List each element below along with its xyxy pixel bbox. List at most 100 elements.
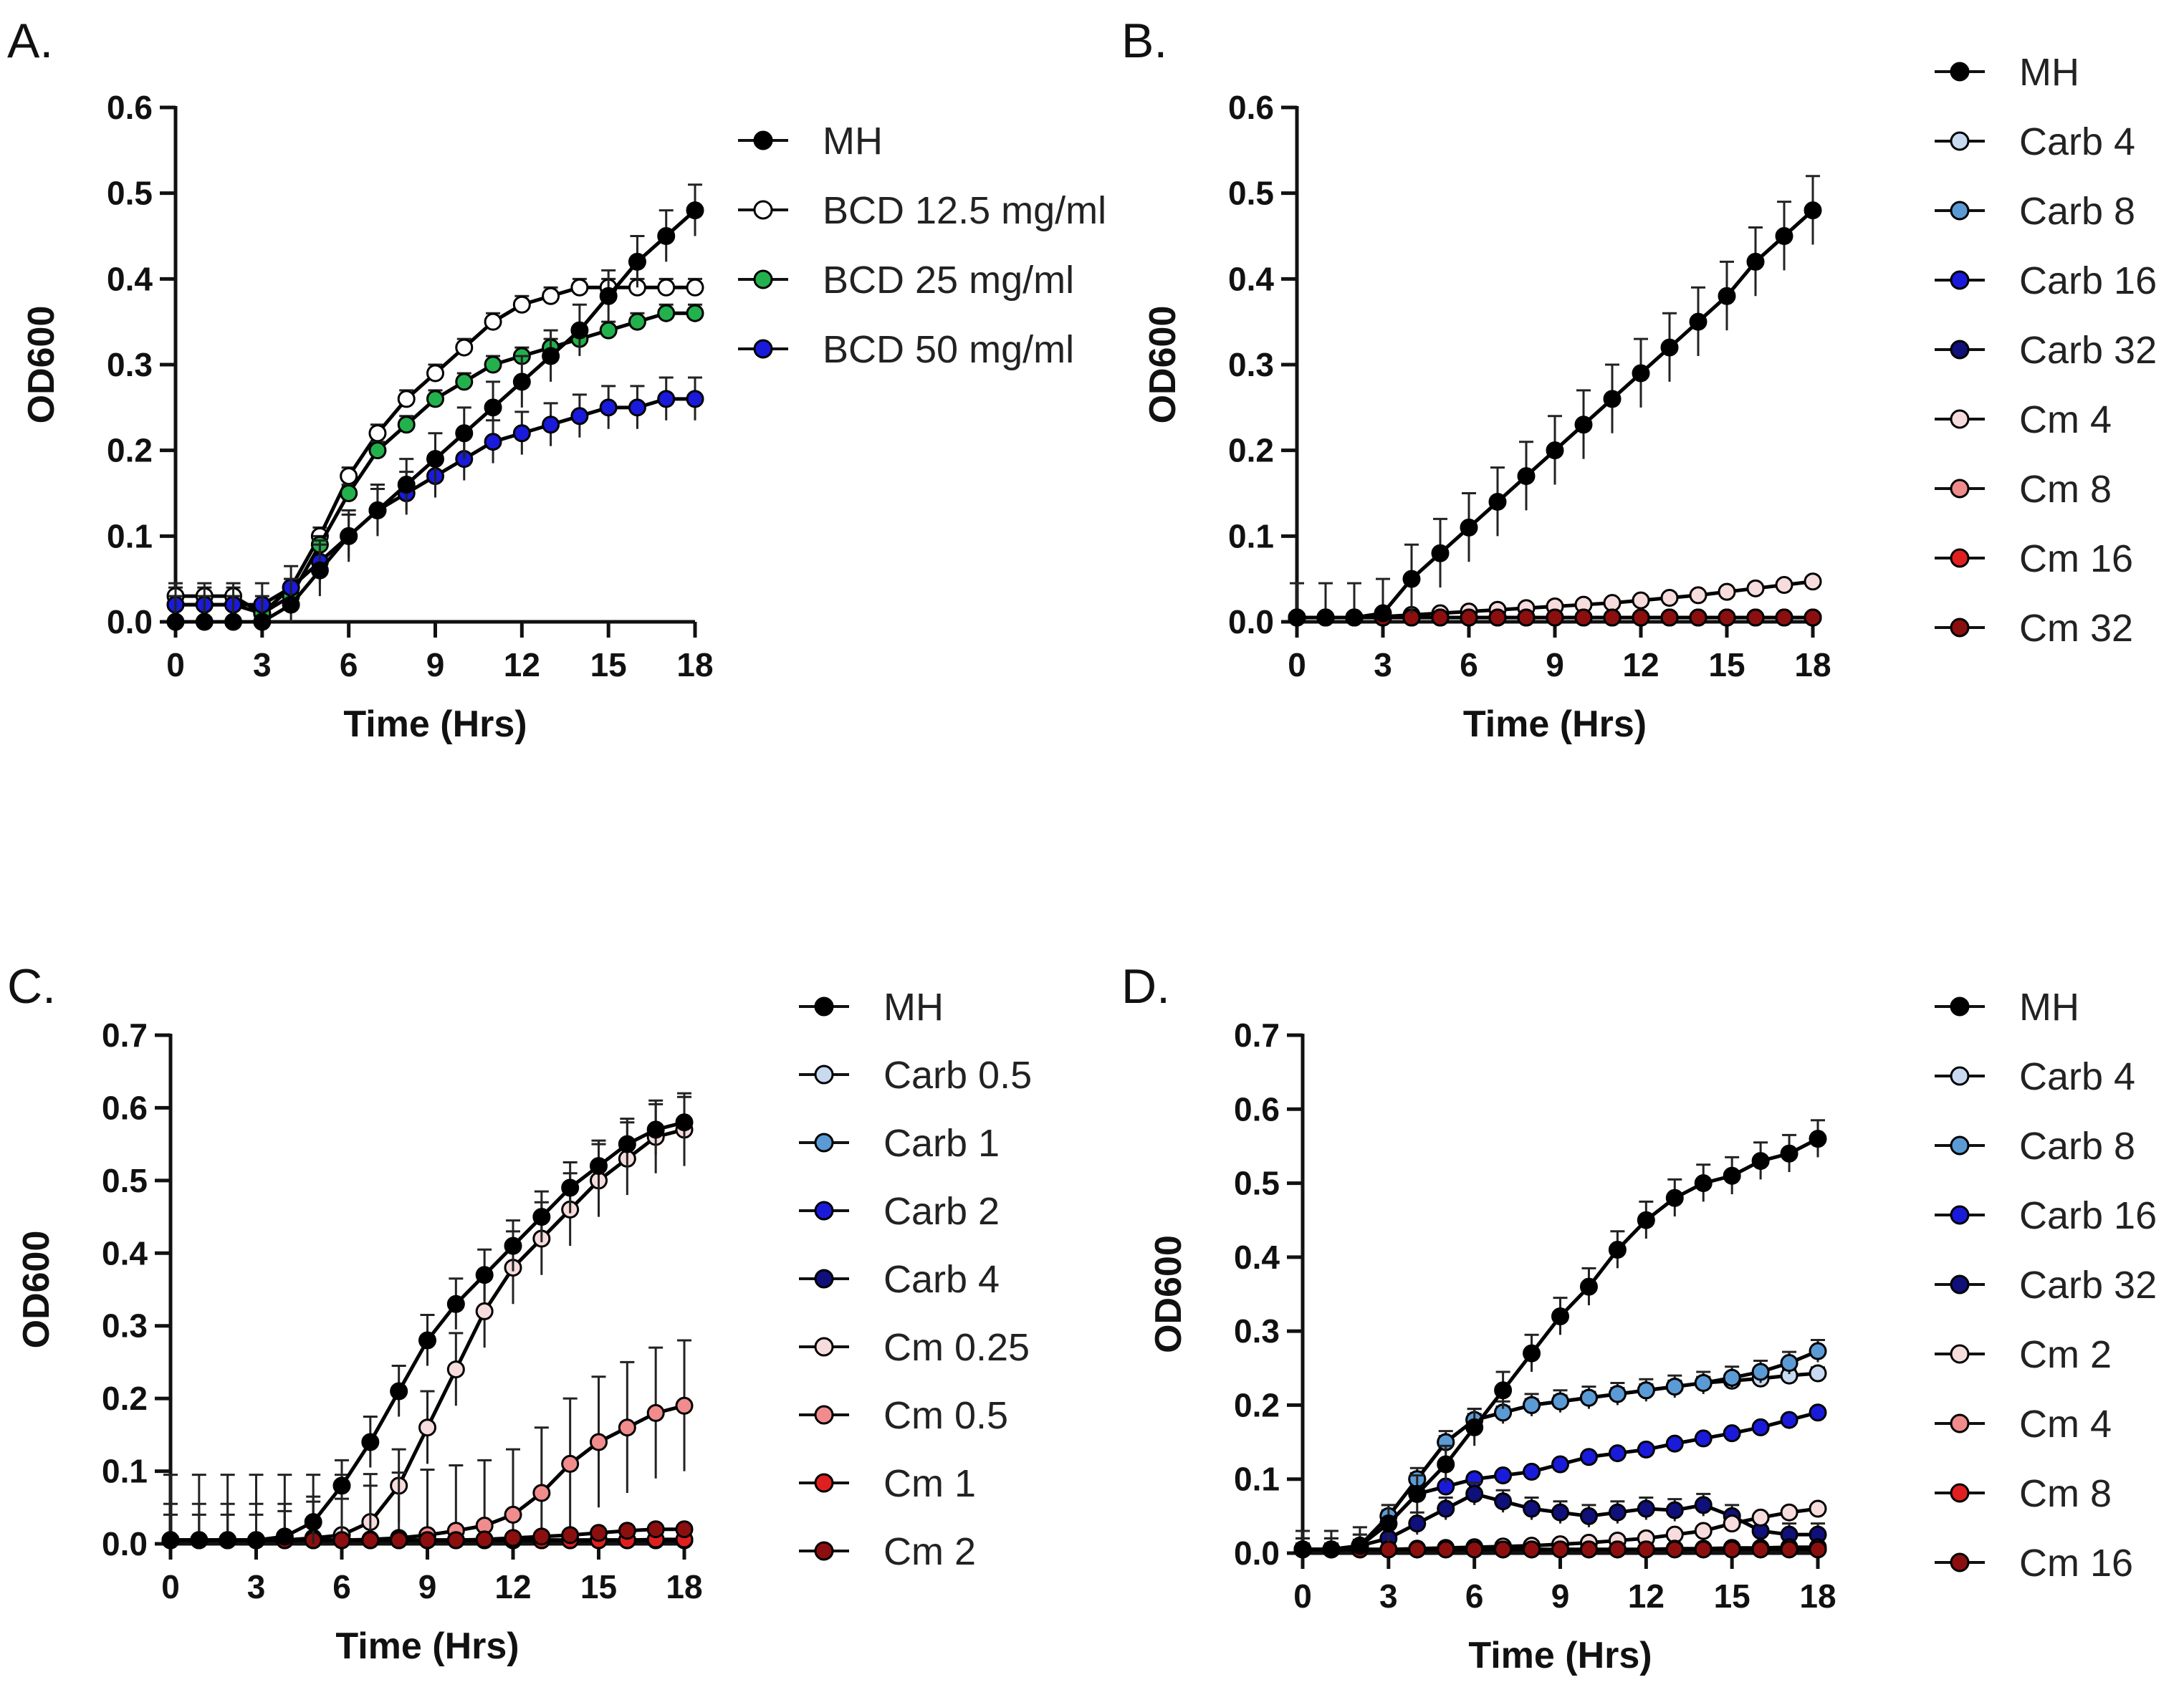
panel-a: A. 0.0 0.1 0.2 0.3 0.4 0.5 0.6 0 3 6 9 12 15 18 Time (H… xyxy=(7,14,1106,745)
x-tick-label: 12 xyxy=(1628,1577,1665,1615)
x-tick-label: 0 xyxy=(1293,1577,1312,1615)
series-mh xyxy=(166,183,704,631)
data-point xyxy=(542,287,560,305)
legend-marker xyxy=(1950,1066,1970,1086)
data-point xyxy=(247,1531,265,1550)
data-point xyxy=(1775,227,1793,245)
data-point xyxy=(1465,1418,1484,1436)
y-tick-label: 0.2 xyxy=(102,1380,148,1417)
data-point xyxy=(390,1531,408,1550)
data-point xyxy=(1379,1514,1398,1533)
data-point xyxy=(1665,1434,1684,1453)
legend-marker xyxy=(814,1065,834,1085)
data-point xyxy=(426,450,444,469)
x-tick-label: 15 xyxy=(1714,1577,1750,1615)
data-point xyxy=(1551,1455,1569,1474)
y-tick-label: 0.6 xyxy=(102,1089,148,1126)
legend-item: Cm 4 xyxy=(1935,398,2112,441)
legend-marker xyxy=(1950,618,1970,638)
x-tick-label: 6 xyxy=(1460,646,1478,683)
data-point xyxy=(390,1382,408,1401)
legend-item: Carb 4 xyxy=(799,1258,1000,1301)
y-tick-label: 0.4 xyxy=(107,260,153,297)
data-point xyxy=(1608,1540,1627,1559)
legend-item: Carb 32 xyxy=(1935,329,2157,372)
data-point xyxy=(340,527,358,545)
series-mh xyxy=(161,1095,694,1550)
data-point xyxy=(599,287,618,305)
data-point xyxy=(646,1520,665,1539)
data-point xyxy=(1809,1499,1827,1518)
data-point xyxy=(561,1454,580,1473)
data-point xyxy=(1546,608,1564,627)
data-point xyxy=(1723,1514,1741,1533)
data-point xyxy=(166,613,185,631)
y-axis-title: OD600 xyxy=(1142,306,1184,424)
y-tick-label: 0.2 xyxy=(1228,432,1274,469)
legend-item: Carb 2 xyxy=(799,1190,1000,1233)
y-axis-title: OD600 xyxy=(1148,1235,1189,1353)
legend-label: Carb 16 xyxy=(2019,259,2157,302)
data-point xyxy=(1574,416,1593,434)
legend-label: MH xyxy=(883,986,944,1029)
y-tick-label: 0.1 xyxy=(102,1453,148,1490)
data-point xyxy=(675,1520,694,1539)
data-point xyxy=(1637,1381,1655,1400)
data-point xyxy=(1689,312,1708,331)
legend-item: Cm 16 xyxy=(1935,537,2133,580)
legend-item: Carb 16 xyxy=(1935,259,2157,302)
legend-marker xyxy=(753,339,773,359)
legend-item: Cm 16 xyxy=(1935,1542,2133,1585)
x-tick-label: 9 xyxy=(418,1568,437,1605)
legend-label: Carb 16 xyxy=(2019,1194,2157,1237)
legend-marker xyxy=(1950,479,1970,499)
legend-label: Carb 4 xyxy=(2019,1055,2135,1098)
data-point xyxy=(1465,1540,1484,1559)
data-point xyxy=(657,304,676,322)
data-point xyxy=(195,613,214,631)
y-tick-label: 0.6 xyxy=(1228,89,1274,126)
legend-item: Cm 32 xyxy=(1935,607,2133,650)
y-tick-label: 0.6 xyxy=(107,89,153,126)
data-point xyxy=(1494,1540,1513,1559)
legend-marker xyxy=(1950,1552,1970,1572)
data-point xyxy=(219,1531,237,1550)
y-tick-label: 0.1 xyxy=(1234,1461,1280,1498)
data-point xyxy=(1780,1354,1799,1373)
data-point xyxy=(570,321,589,340)
data-point xyxy=(590,1433,608,1451)
data-point xyxy=(1579,1540,1598,1559)
data-point xyxy=(1694,1496,1713,1514)
legend-label: Cm 4 xyxy=(2019,398,2112,441)
x-tick-label: 3 xyxy=(247,1568,266,1605)
data-point xyxy=(1718,608,1736,627)
x-tick-label: 15 xyxy=(1708,646,1745,683)
legend-label: BCD 25 mg/ml xyxy=(823,259,1074,302)
series-line xyxy=(176,208,696,624)
data-point xyxy=(1374,604,1392,623)
data-point xyxy=(1694,1540,1713,1559)
data-point xyxy=(628,312,646,331)
y-tick-label: 0.7 xyxy=(102,1017,148,1054)
data-point xyxy=(542,416,560,434)
data-point xyxy=(1517,467,1536,486)
data-point xyxy=(1694,1174,1713,1193)
y-tick-label: 0.4 xyxy=(102,1234,148,1272)
data-point xyxy=(1579,1448,1598,1466)
data-point xyxy=(1689,608,1708,627)
legend-marker xyxy=(814,1541,834,1561)
legend-label: Carb 8 xyxy=(2019,190,2135,233)
data-point xyxy=(368,424,387,443)
data-point xyxy=(1517,608,1536,627)
legend-item: Carb 0.5 xyxy=(799,1054,1032,1097)
legend-marker xyxy=(814,1337,834,1357)
data-point xyxy=(455,373,474,391)
data-point xyxy=(1579,1388,1598,1407)
data-point xyxy=(532,1484,551,1502)
data-point xyxy=(628,398,646,417)
data-point xyxy=(1494,1466,1513,1485)
legend-item: MH xyxy=(1935,51,2079,94)
data-point xyxy=(1632,364,1650,383)
data-point xyxy=(532,1208,551,1226)
